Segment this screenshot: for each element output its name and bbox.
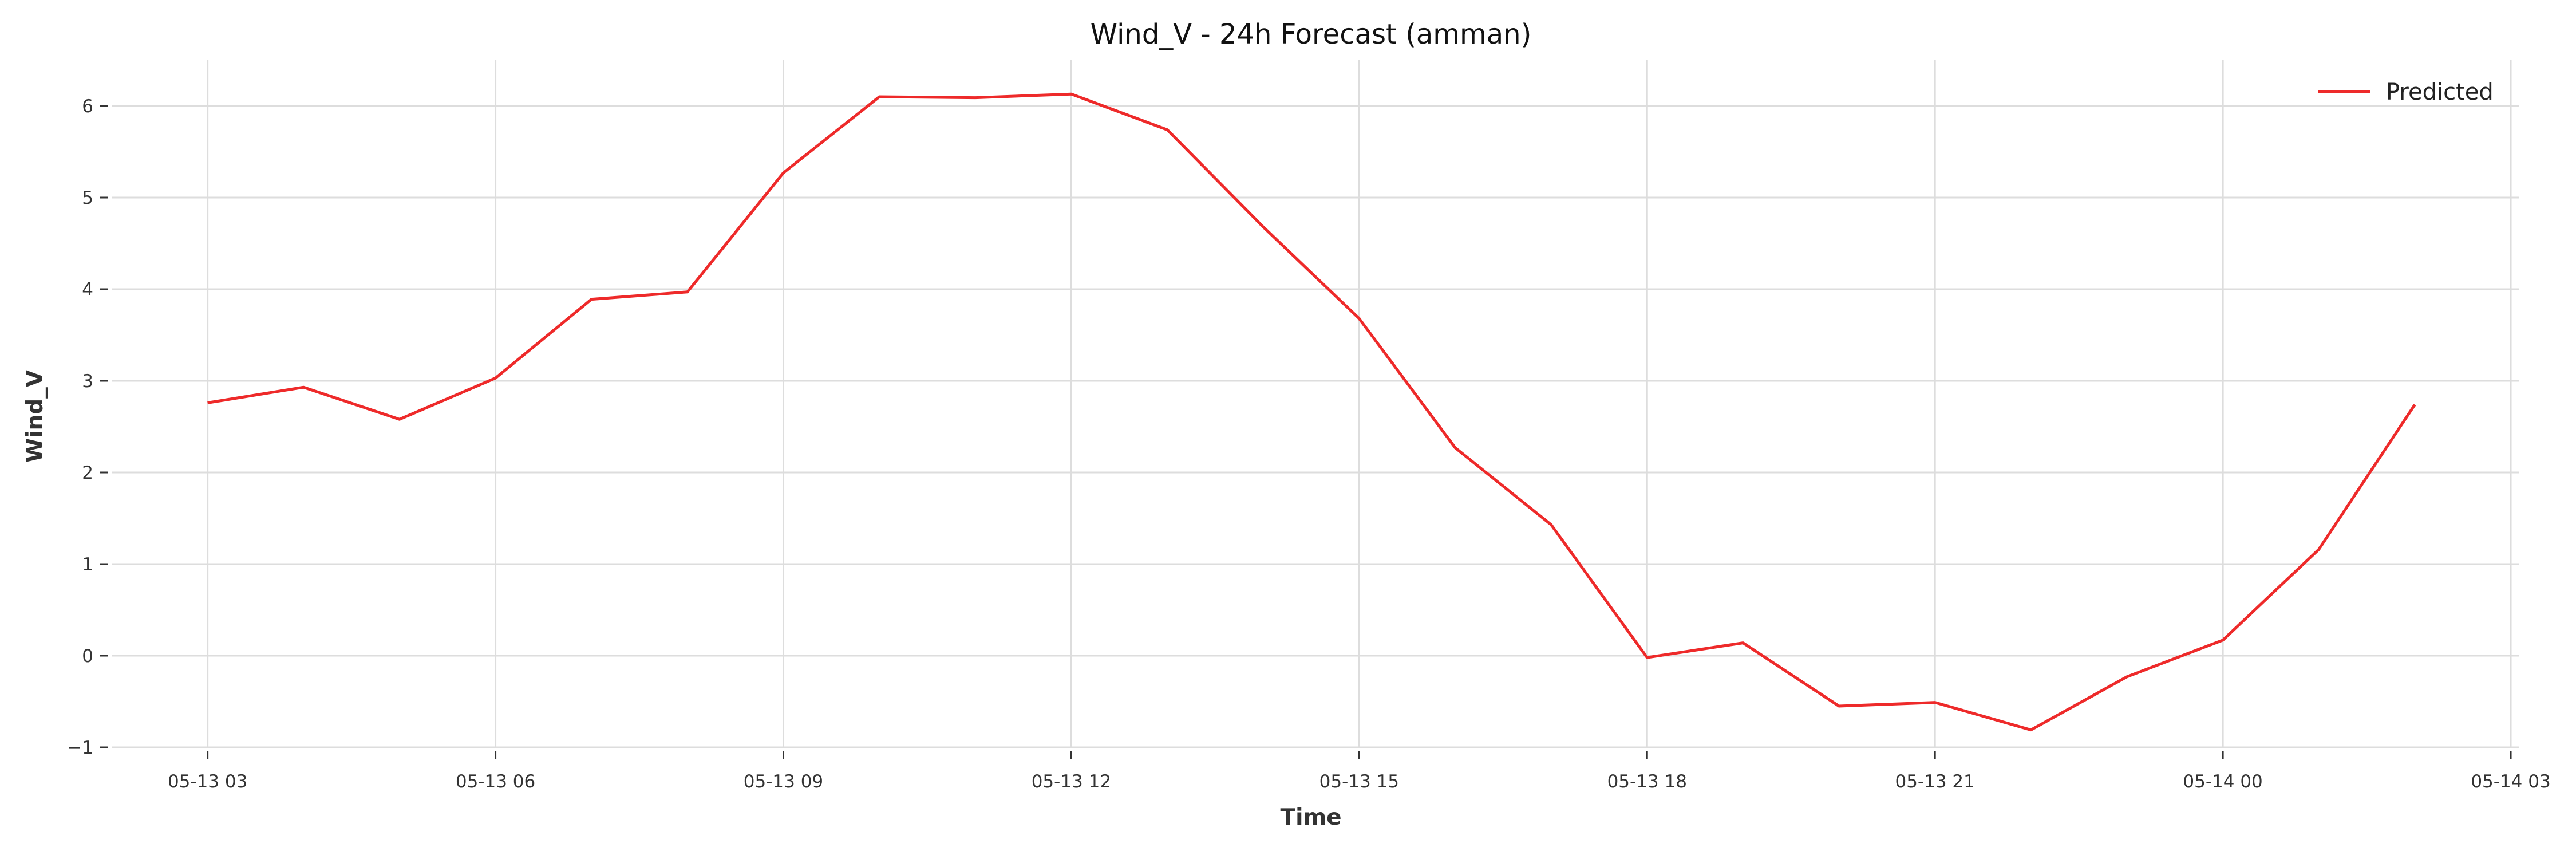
y-tick-label: 2 [82,463,93,483]
chart-title: Wind_V - 24h Forecast (amman) [1091,18,1532,50]
y-tick-label: 0 [82,646,93,667]
y-tick-label: 1 [82,554,93,575]
legend-label-predicted: Predicted [2386,79,2494,105]
legend: Predicted [2318,79,2494,105]
series-lines [207,92,2416,732]
y-tick-label: 4 [82,279,93,300]
y-tick-label: −1 [67,738,93,758]
x-tick-label: 05-13 12 [1032,771,1111,792]
y-tick-label: 5 [82,188,93,208]
x-tick-label: 05-13 06 [456,771,535,792]
x-tick-label: 05-13 03 [168,771,247,792]
x-tick-label: 05-13 18 [1607,771,1687,792]
grid-lines [112,60,2519,748]
y-tick-labels: −1 0 1 2 3 4 5 6 [67,96,108,758]
series-line-predicted [207,92,2416,732]
x-tick-label: 05-13 21 [1895,771,1974,792]
x-tick-label: 05-13 15 [1319,771,1399,792]
y-tick-label: 6 [82,96,93,117]
y-tick-label: 3 [82,371,93,392]
x-tick-label: 05-14 03 [2471,771,2550,792]
y-axis-title: Wind_V [22,370,48,463]
x-axis-title: Time [1280,805,1341,830]
x-tick-label: 05-14 00 [2183,771,2262,792]
x-tick-labels: 05-13 03 05-13 06 05-13 09 05-13 12 05-13 15… [168,751,2551,792]
x-tick-label: 05-13 09 [744,771,823,792]
